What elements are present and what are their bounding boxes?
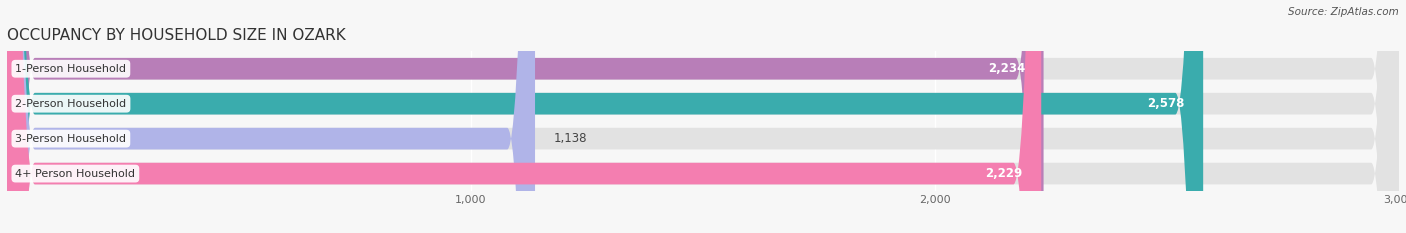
FancyBboxPatch shape xyxy=(7,0,1399,233)
FancyBboxPatch shape xyxy=(7,0,1204,233)
FancyBboxPatch shape xyxy=(7,0,1399,233)
Text: OCCUPANCY BY HOUSEHOLD SIZE IN OZARK: OCCUPANCY BY HOUSEHOLD SIZE IN OZARK xyxy=(7,28,346,43)
Text: Source: ZipAtlas.com: Source: ZipAtlas.com xyxy=(1288,7,1399,17)
Text: 4+ Person Household: 4+ Person Household xyxy=(15,169,135,178)
Text: 2,234: 2,234 xyxy=(988,62,1025,75)
Text: 2,578: 2,578 xyxy=(1147,97,1185,110)
FancyBboxPatch shape xyxy=(7,0,1043,233)
Text: 3-Person Household: 3-Person Household xyxy=(15,134,127,144)
Text: 1,138: 1,138 xyxy=(554,132,588,145)
FancyBboxPatch shape xyxy=(7,0,1399,233)
FancyBboxPatch shape xyxy=(7,0,1042,233)
FancyBboxPatch shape xyxy=(7,0,536,233)
Text: 1-Person Household: 1-Person Household xyxy=(15,64,127,74)
FancyBboxPatch shape xyxy=(7,0,1399,233)
Text: 2-Person Household: 2-Person Household xyxy=(15,99,127,109)
Text: 2,229: 2,229 xyxy=(986,167,1022,180)
